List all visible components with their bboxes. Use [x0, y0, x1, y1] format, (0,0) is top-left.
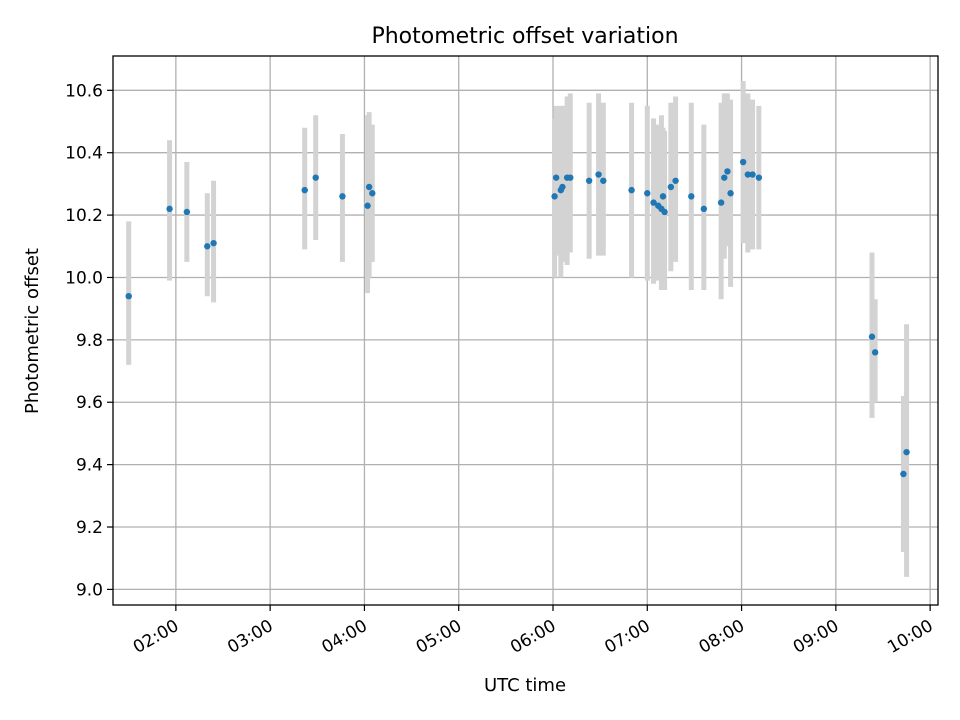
data-point [567, 174, 574, 181]
plot-frame [112, 55, 939, 606]
data-point [183, 208, 191, 216]
data-point [204, 243, 211, 250]
data-point [661, 208, 668, 216]
y-tick-label: 10.2 [65, 206, 103, 226]
data-point [700, 205, 708, 213]
data-point [667, 183, 675, 191]
data-point [585, 177, 593, 184]
data-point [600, 177, 607, 184]
data-point [210, 239, 217, 247]
y-tick-label: 9.8 [76, 331, 103, 351]
data-point [721, 174, 728, 181]
y-tick-label: 10.4 [65, 144, 103, 164]
data-point [364, 202, 371, 209]
data-point [739, 158, 747, 166]
data-point [644, 190, 651, 197]
data-point [871, 349, 879, 356]
data-point [365, 183, 373, 191]
data-point [868, 333, 876, 340]
data-point [312, 174, 319, 181]
data-point [628, 186, 635, 194]
data-point [688, 193, 695, 200]
y-tick-label: 9.0 [76, 580, 103, 600]
data-point [900, 470, 907, 478]
data-point [727, 190, 734, 197]
data-point [672, 177, 679, 184]
data-point [659, 193, 667, 200]
data-point [595, 171, 602, 178]
x-axis-label: UTC time [484, 675, 566, 696]
data-point [717, 199, 725, 206]
y-axis-label: Photometric offset [22, 248, 43, 414]
data-point [552, 174, 560, 181]
y-tick-label: 9.4 [76, 456, 103, 476]
data-point [724, 168, 731, 175]
data-point [339, 193, 346, 200]
data-point [369, 190, 376, 197]
data-point [755, 174, 763, 181]
data-point [559, 183, 566, 191]
data-point [166, 205, 173, 213]
data-point [749, 171, 756, 178]
y-tick-label: 10.6 [65, 81, 103, 101]
data-point [903, 448, 910, 456]
data-point [650, 199, 657, 206]
y-tick-label: 9.6 [76, 393, 103, 413]
y-tick-label: 10.0 [65, 268, 103, 288]
data-point [551, 193, 558, 200]
data-point [125, 292, 132, 300]
data-point [301, 186, 308, 194]
y-tick-label: 9.2 [76, 518, 103, 538]
data-point [744, 171, 752, 178]
chart-title: Photometric offset variation [371, 24, 678, 49]
